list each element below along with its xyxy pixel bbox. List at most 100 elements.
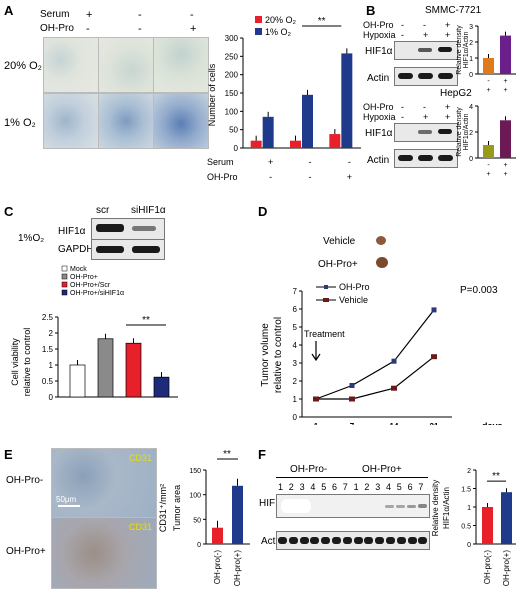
label-1-o2: 1%O₂: [18, 233, 45, 244]
lane-number: 1: [278, 482, 284, 492]
x-sign: -: [309, 157, 312, 167]
cell-line-hepg2: HepG2: [440, 88, 472, 99]
stain-label: CD31: [128, 522, 152, 532]
legend-swatch: [61, 273, 68, 280]
ihc-image-ohpro-plus: CD31: [51, 517, 157, 589]
y-axis-label: Cell viability: [10, 338, 20, 386]
western-blot-actin-top: [394, 67, 458, 86]
y-tick-label: 2: [467, 468, 471, 475]
sign: -: [401, 30, 404, 40]
sign: -: [138, 23, 142, 35]
x-tick-label: OH-pro(-): [213, 550, 222, 585]
y-tick-label: 0: [293, 413, 298, 422]
x-tick-label: OH-pro(-): [483, 550, 492, 585]
y-tick-label: 3: [469, 24, 473, 31]
bar: [290, 140, 301, 148]
bar: [153, 376, 170, 398]
bar: [232, 485, 243, 544]
y-tick-label: 50: [229, 126, 238, 135]
y-tick-label: 0: [469, 72, 473, 79]
p-value: P=0.003: [460, 285, 498, 296]
tumor-image-vehicle: [376, 236, 386, 245]
legend-swatch: [255, 16, 262, 23]
legend-label: OH-Pro: [339, 282, 370, 292]
x-tick-label: OH-pro(+): [502, 550, 511, 587]
lane-number: 2: [288, 482, 294, 492]
lane-number: 4: [310, 482, 316, 492]
significance-marker: **: [492, 471, 500, 482]
label-gapdh: GAPDH: [58, 244, 94, 255]
sign: +: [445, 112, 451, 122]
actin-band: [278, 537, 287, 544]
micrograph-20-ohpro: [153, 37, 209, 93]
y-tick-label: 100: [225, 107, 239, 116]
sign: -: [423, 20, 426, 30]
bar: [329, 134, 341, 148]
legend-swatch: [61, 265, 68, 272]
actin-band: [288, 537, 298, 544]
y-axis-label: Tumor volume: [260, 323, 271, 387]
label-ohpro: OH-Pro: [363, 20, 394, 30]
y-tick-label: 0: [197, 542, 201, 549]
y-tick-label: 1.5: [461, 487, 471, 494]
chart-b-bottom: 0 2 4 Relative density HIF1α/Actin - + + +: [456, 104, 516, 178]
sign: +: [423, 112, 429, 122]
bar: [483, 145, 494, 158]
actin-band: [321, 537, 331, 544]
y-tick-label: 2: [469, 130, 473, 137]
x-sign: +: [486, 87, 490, 94]
lane-number: 7: [342, 482, 348, 492]
legend-label: OH-Pro+/siHIF1α: [70, 290, 124, 297]
ihc-image-ohpro-minus: CD31 50μm: [51, 448, 157, 518]
y-tick-label: 100: [189, 493, 201, 500]
western-blot-hif-top: [394, 41, 458, 60]
x-sign: -: [487, 162, 490, 169]
group-line: [352, 477, 428, 478]
y-axis-label: Relative density: [431, 480, 440, 536]
significance-marker: **: [318, 16, 326, 27]
bar: [97, 338, 114, 398]
sign: -: [401, 102, 404, 112]
data-point: [391, 358, 397, 364]
scale-label: 50μm: [56, 495, 77, 504]
y-tick-label: 0: [467, 542, 471, 549]
actin-band: [396, 537, 406, 544]
data-point: [431, 307, 437, 313]
label-actin: Actin: [367, 155, 390, 166]
legend-label: Mock: [70, 266, 87, 273]
label-ohpro: OH-Pro: [363, 102, 394, 112]
panel-c-label: C: [4, 204, 14, 219]
label-hif1a: HIF1α: [365, 128, 393, 139]
x-tick-label: 14: [390, 422, 399, 425]
data-point: [431, 354, 437, 360]
label-actin: Actin: [261, 536, 284, 547]
y-axis-label: relative to control: [22, 328, 32, 397]
y-tick-label: 0: [469, 156, 473, 163]
data-point: [391, 385, 397, 391]
y-axis-label: Relative density: [456, 25, 463, 75]
label-scr: scr: [96, 205, 110, 216]
western-blot-actin-f: [276, 531, 430, 550]
bar: [69, 364, 86, 398]
label-vehicle: Vehicle: [323, 236, 356, 247]
actin-band: [299, 537, 309, 544]
legend-label: OH-Pro+/Scr: [70, 282, 111, 289]
x-tick-label: 1: [314, 422, 319, 425]
micrograph-20-serum: [43, 37, 99, 93]
sign: -: [423, 102, 426, 112]
y-tick-label: 6: [293, 305, 298, 314]
actin-band: [364, 537, 374, 544]
x-sign: +: [503, 78, 507, 85]
y-axis-label: Tumor area: [172, 485, 182, 531]
bar: [483, 58, 494, 74]
y-axis-label: relative to control: [273, 317, 284, 393]
bar: [250, 140, 262, 148]
sign: +: [445, 20, 451, 30]
cell-line-smmc: SMMC-7721: [425, 5, 482, 16]
row-label-ohpro: OH-Pro: [40, 23, 74, 34]
legend-swatch: [61, 289, 68, 296]
y-axis-label: HIF1α/Actin: [463, 114, 470, 151]
western-blot-hif-bottom: [394, 123, 458, 142]
bar: [262, 116, 274, 148]
